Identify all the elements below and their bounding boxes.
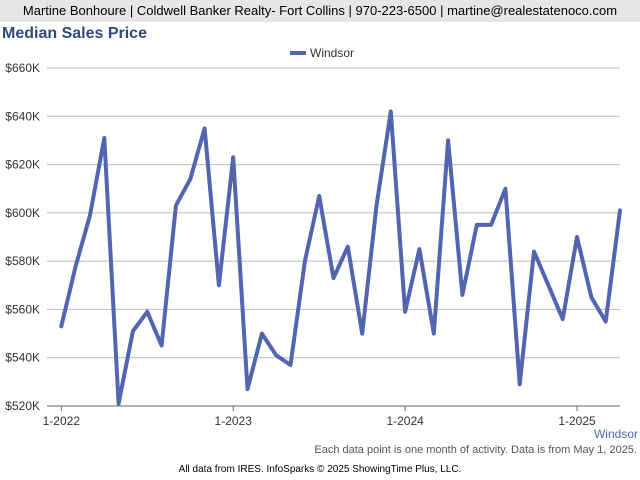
legend-label: Windsor bbox=[310, 46, 354, 60]
x-tick-label: 1-2025 bbox=[558, 414, 596, 428]
y-tick-label: $540K bbox=[5, 351, 40, 365]
y-tick-label: $660K bbox=[5, 61, 40, 75]
y-tick-label: $580K bbox=[5, 254, 40, 268]
y-tick-label: $560K bbox=[5, 302, 40, 316]
gridlines bbox=[47, 67, 620, 407]
chart-title: Median Sales Price bbox=[2, 25, 147, 42]
axes: $520K $540K $560K $580K $600K $620K $640K $660K… bbox=[5, 61, 620, 428]
series-layer: Windsor bbox=[59, 109, 638, 441]
x-tick-label: 1-2023 bbox=[215, 414, 253, 428]
y-tick-label: $640K bbox=[5, 109, 40, 123]
x-tick-label: 1-2022 bbox=[43, 414, 81, 428]
series-line-windsor bbox=[59, 109, 622, 406]
y-tick-label: $520K bbox=[5, 399, 40, 413]
y-tick-label: $620K bbox=[5, 158, 40, 172]
source-attribution: All data from IRES. InfoSparks © 2025 Sh… bbox=[178, 464, 462, 475]
agent-contact-header: Martine Bonhoure | Coldwell Banker Realt… bbox=[0, 0, 640, 22]
y-tick-label: $600K bbox=[5, 206, 40, 220]
series-end-label: Windsor bbox=[594, 427, 638, 441]
legend[interactable]: Windsor bbox=[290, 46, 354, 60]
data-footnote: Each data point is one month of activity… bbox=[314, 444, 637, 456]
x-tick-label: 1-2024 bbox=[386, 414, 424, 428]
